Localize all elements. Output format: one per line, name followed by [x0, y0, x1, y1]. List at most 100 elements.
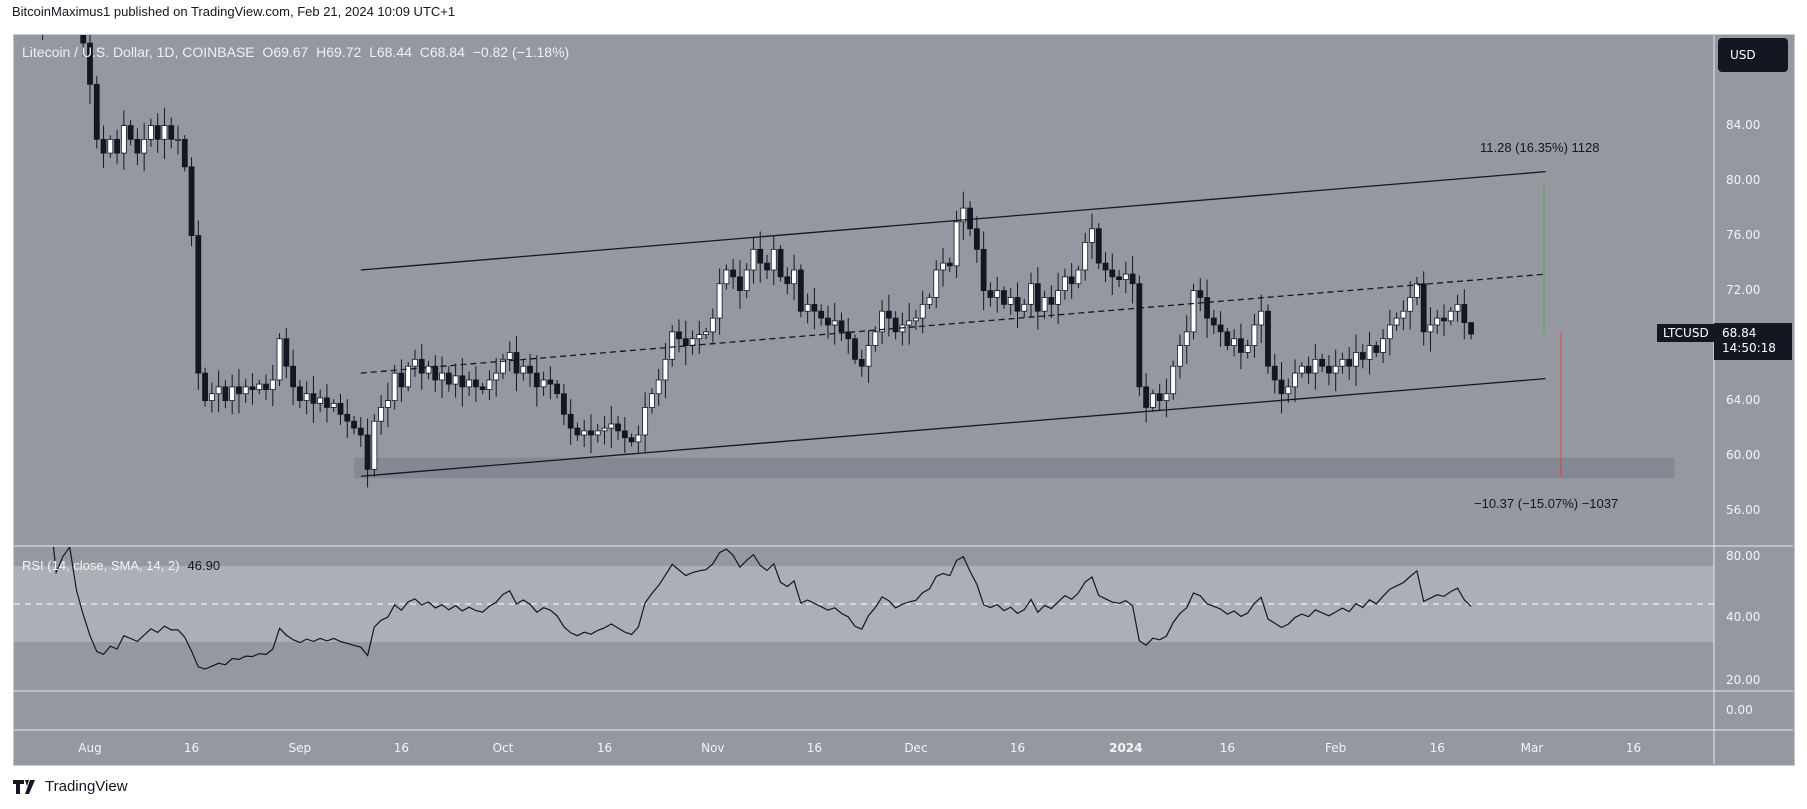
candle-bearish — [1048, 297, 1055, 305]
symbol-name: Litecoin / U.S. Dollar, 1D, COINBASE — [22, 44, 255, 60]
candle-bullish — [439, 372, 445, 381]
candle-bearish — [337, 402, 344, 415]
candle-bearish — [1116, 276, 1122, 281]
candle-bullish — [371, 420, 378, 470]
candle-bearish — [818, 310, 825, 319]
candle-bearish — [33, 22, 38, 29]
candle-bullish — [750, 248, 757, 271]
candle-bearish — [74, 0, 79, 16]
candle-bullish — [384, 400, 391, 408]
candle-bullish — [1380, 338, 1386, 353]
candle-bearish — [885, 310, 892, 319]
time-axis-label: Nov — [701, 741, 725, 755]
channel-lower-line — [360, 377, 1546, 477]
candle-bearish — [249, 386, 256, 391]
candle-bullish — [1427, 324, 1434, 333]
candle-bearish — [195, 235, 202, 374]
candle-bearish — [1359, 352, 1366, 360]
candle-bullish — [1434, 317, 1441, 326]
candle-bullish — [208, 393, 215, 402]
candle-bearish — [1197, 290, 1204, 298]
currency-button[interactable]: USD — [1718, 38, 1788, 72]
time-axis-label: 2024 — [1109, 741, 1143, 755]
candle-bullish — [161, 125, 168, 140]
candle-bullish — [1190, 290, 1197, 333]
candle-bullish — [940, 262, 946, 271]
candle-bearish — [432, 365, 439, 381]
candle-bearish — [676, 331, 682, 340]
tradingview-logo[interactable]: TradingView — [13, 778, 128, 795]
candle-bearish — [987, 290, 994, 298]
candle-bearish — [1068, 276, 1075, 285]
candle-bullish — [933, 269, 940, 298]
close-value: 68.84 — [429, 44, 465, 60]
candle-bearish — [588, 430, 594, 436]
candle-bullish — [1298, 365, 1305, 374]
pane-axis-label: 0.00 — [1726, 703, 1753, 717]
candle-bearish — [784, 276, 791, 285]
candle-bearish — [1420, 283, 1427, 333]
candle-bearish — [838, 320, 845, 333]
candle-bullish — [500, 358, 506, 374]
candle-bullish — [906, 320, 913, 326]
candle-bullish — [215, 386, 222, 395]
candle-bullish — [1170, 365, 1177, 395]
candle-bullish — [405, 365, 412, 388]
tradingview-logo-icon — [13, 779, 35, 794]
candle-bullish — [831, 320, 838, 326]
candle-bullish — [1075, 269, 1082, 285]
rsi-line — [52, 547, 1472, 670]
candle-bullish — [953, 221, 960, 267]
candle-bearish — [1034, 283, 1041, 312]
chart-frame[interactable] — [13, 34, 1795, 766]
candle-bullish — [601, 427, 608, 432]
candle-bearish — [87, 42, 93, 85]
candle-bullish — [175, 138, 181, 141]
candle-bullish — [391, 372, 398, 402]
price-axis-label: 76.00 — [1726, 227, 1761, 242]
candle-bearish — [1271, 365, 1278, 381]
candle-bullish — [1366, 345, 1373, 360]
time-axis-label: 16 — [596, 741, 613, 755]
high-value: 69.72 — [326, 44, 362, 60]
candle-bullish — [67, 0, 72, 2]
candle-bullish — [148, 125, 154, 140]
candle-bearish — [418, 358, 425, 374]
candle-bearish — [533, 372, 540, 388]
candle-bullish — [330, 402, 337, 408]
candle-bearish — [1326, 365, 1332, 374]
candle-bearish — [852, 338, 858, 360]
candle-bullish — [926, 297, 933, 305]
candle-bullish — [865, 345, 872, 367]
candle-bullish — [493, 372, 500, 381]
candle-bullish — [1089, 228, 1095, 243]
rsi-value: 46.90 — [187, 558, 221, 573]
candle-bearish — [202, 372, 208, 402]
publisher-caption: BitcoinMaximus1 published on TradingView… — [12, 4, 456, 19]
candle-bullish — [506, 352, 513, 360]
time-axis-label: 16 — [1219, 741, 1235, 755]
candle-bullish — [47, 2, 52, 16]
symbol-legend: Litecoin / U.S. Dollar, 1D, COINBASE O69… — [22, 44, 569, 60]
ticker-tag: LTCUSD — [1657, 324, 1715, 342]
candle-bullish — [919, 303, 926, 319]
candle-bearish — [181, 138, 188, 168]
candle-bullish — [425, 365, 432, 374]
candle-bearish — [621, 430, 628, 439]
candle-bullish — [1251, 324, 1258, 347]
candle-bearish — [845, 331, 852, 340]
candle-bullish — [581, 430, 588, 436]
candle-bullish — [1414, 283, 1420, 298]
candle-bearish — [892, 317, 899, 333]
candle-bullish — [1292, 372, 1298, 388]
candle-bullish — [276, 338, 283, 381]
candle-bullish — [317, 397, 324, 404]
time-axis-label: 16 — [806, 741, 823, 755]
time-axis-label: Mar — [1520, 741, 1544, 755]
candle-bullish — [804, 303, 811, 312]
candle-bullish — [269, 379, 276, 391]
candle-bearish — [764, 262, 770, 271]
candle-bearish — [567, 413, 574, 429]
time-axis-label: Oct — [492, 741, 514, 755]
